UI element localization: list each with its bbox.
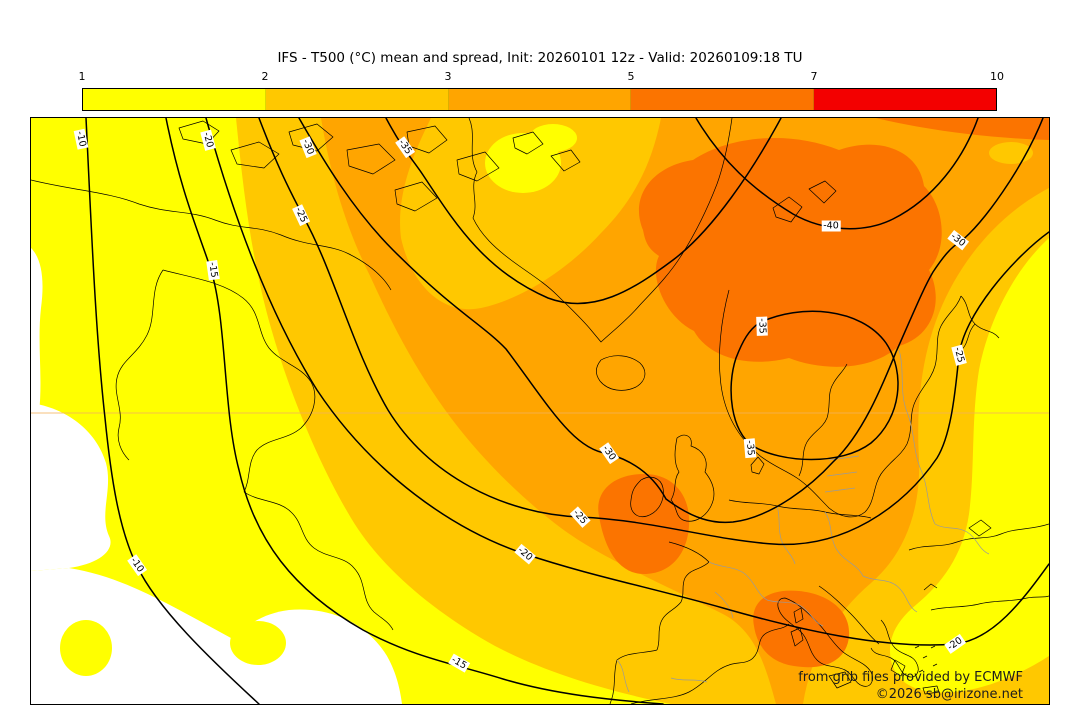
t500-mean-contours <box>85 118 1049 704</box>
region-spread-2-3-top-right-patch <box>989 142 1033 164</box>
attribution-line2: ©2026 sb@irizone.net <box>875 687 1023 702</box>
contour-minus10 <box>85 118 260 704</box>
country-borders <box>616 349 990 693</box>
region-spread-5-7-top-right <box>876 118 1049 140</box>
coast-hudson-bay <box>115 269 316 493</box>
coast-black-sea <box>908 519 1049 551</box>
coast-italy <box>777 597 873 687</box>
border-spain-central <box>670 677 708 683</box>
colorbar-tick-labels: 1 2 3 5 7 10 <box>78 70 1005 84</box>
coast-aegean-islands <box>914 645 940 695</box>
coast-northsea-biscay <box>656 541 710 651</box>
coast-denmark <box>750 456 765 475</box>
border-balkans <box>862 575 918 613</box>
region-spread-lt1-left-blob <box>31 403 111 571</box>
region-spread-1-2-island2 <box>230 621 286 665</box>
border-baltics <box>824 455 860 493</box>
coast-svalbard <box>772 180 837 223</box>
border-carpathians <box>824 511 864 577</box>
coast-corsica <box>793 607 804 624</box>
coast-adriatic <box>818 585 880 645</box>
border-france-east <box>708 561 768 601</box>
contour-minus25 <box>258 118 1049 546</box>
contour-label--15: -15 <box>206 260 220 280</box>
colorbar-segment-3-5 <box>448 89 632 110</box>
border-ukraine <box>934 523 990 555</box>
chart-title: IFS - T500 (°C) mean and spread, Init: 2… <box>277 50 803 66</box>
spread-colorbar <box>82 88 997 111</box>
map-panel: -10 -20 -30 -35 -25 -15 -40 -30 -35 -25 -35 -30 -25-… <box>30 117 1050 705</box>
colorbar-segment-1-2 <box>83 89 266 110</box>
region-spread-1-2-east <box>890 238 1049 693</box>
border-alps <box>766 599 824 627</box>
region-spread-1-2-west <box>31 118 671 704</box>
contour-minus40 <box>695 118 979 230</box>
coast-ireland <box>630 476 664 518</box>
coast-iceland <box>596 355 646 391</box>
colorbar-segment-7-10 <box>814 89 996 110</box>
coast-sicily <box>828 671 852 689</box>
coast-gulf-of-bothnia <box>798 363 848 477</box>
contour-label--40: -40 <box>821 220 841 232</box>
contour-label--35: -35 <box>756 316 768 336</box>
attribution-line1: from grib files provided by ECMWF <box>798 670 1023 685</box>
coast-baltic-south <box>728 499 872 519</box>
colorbar-tick-7: 7 <box>810 70 818 83</box>
border-russia-west <box>898 349 936 525</box>
border-portugal-spain <box>616 659 630 693</box>
colorbar-tick-2: 2 <box>261 70 269 83</box>
colorbar-tick-10: 10 <box>990 70 1004 83</box>
spread-fill-regions <box>31 118 1049 704</box>
colorbar-tick-1: 1 <box>78 70 86 83</box>
region-spread-1-2-island1 <box>60 620 112 676</box>
coast-labrador <box>243 491 394 631</box>
coast-sardinia <box>790 627 804 647</box>
coastlines <box>31 118 1049 704</box>
contour-minus35-loop <box>730 310 899 461</box>
contour-minus30 <box>298 118 1044 524</box>
coast-north-america <box>31 179 392 291</box>
region-spread-2-3-arctic <box>400 118 661 310</box>
contour-label--35: -35 <box>743 438 757 458</box>
coast-scandinavia <box>719 289 962 518</box>
colorbar-tick-5: 5 <box>627 70 635 83</box>
coast-turkey <box>923 583 1049 611</box>
region-spread-5-7-barents <box>638 137 942 367</box>
coast-greece <box>870 619 919 678</box>
map-canvas <box>31 118 1049 704</box>
region-spread-1-2-arctic-patch2 <box>529 124 577 152</box>
coast-great-britain <box>670 434 715 522</box>
colorbar-segment-2-3 <box>265 89 449 110</box>
coast-greenland <box>468 118 733 343</box>
region-spread-lt1-left-strip <box>31 248 43 443</box>
colorbar-tick-3: 3 <box>444 70 452 83</box>
colorbar-segment-5-7 <box>631 89 815 110</box>
contour-minus35-baffin <box>385 118 782 305</box>
border-pyrenees <box>714 591 734 619</box>
